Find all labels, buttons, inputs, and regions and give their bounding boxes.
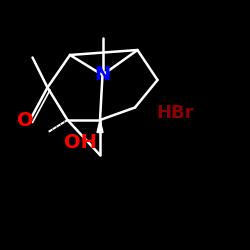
Text: N: N: [94, 66, 110, 84]
Polygon shape: [97, 120, 103, 132]
Text: HBr: HBr: [156, 104, 194, 122]
Text: OH: OH: [64, 133, 96, 152]
Text: O: O: [17, 110, 33, 130]
